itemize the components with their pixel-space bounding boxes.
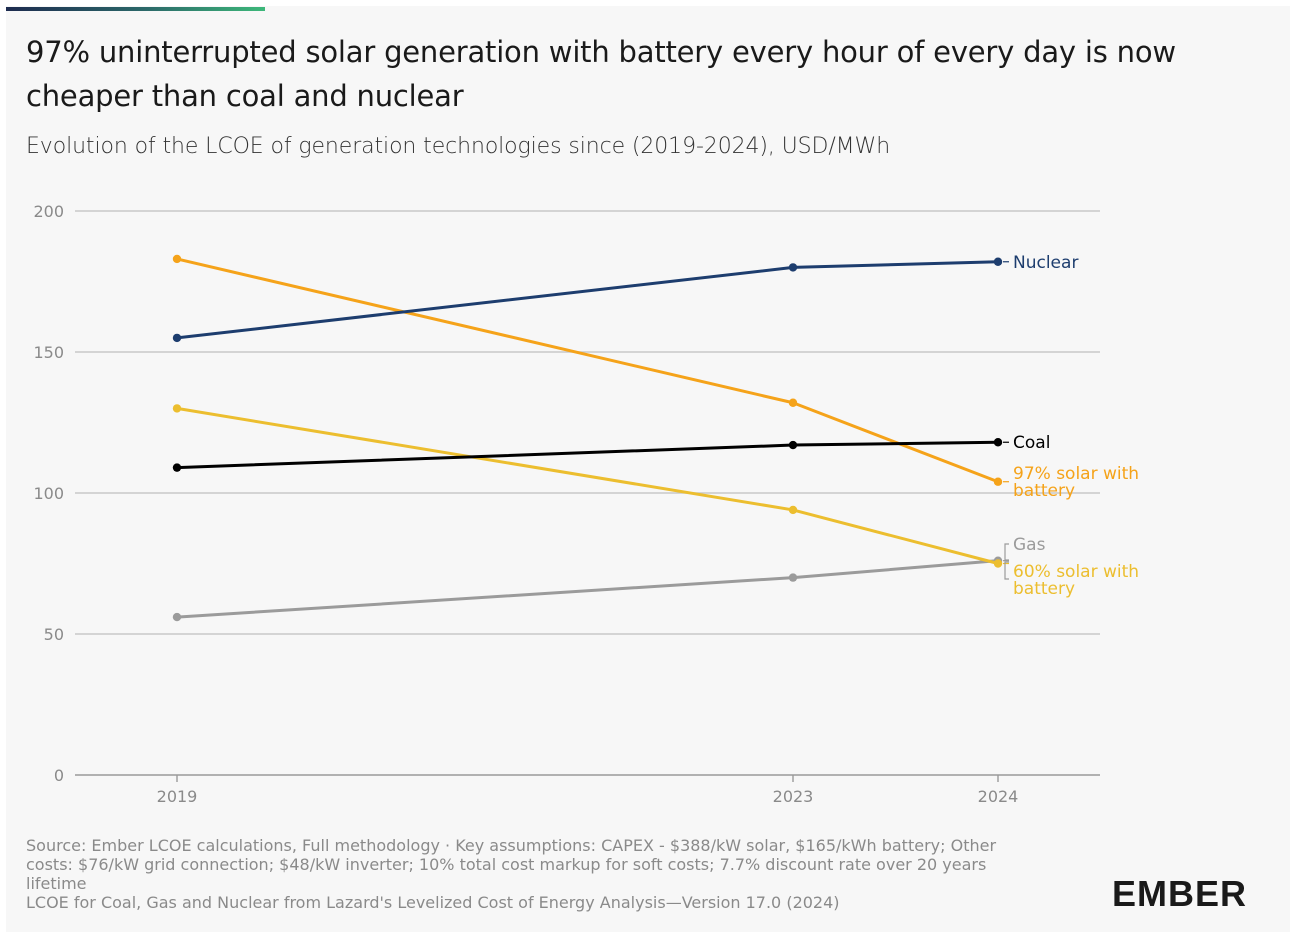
series-line-nuclear bbox=[175, 260, 1000, 340]
series-end-label: battery bbox=[1013, 579, 1075, 599]
y-tick-label: 150 bbox=[33, 343, 64, 362]
accent-bar bbox=[6, 7, 265, 11]
series-end-label: 60% solar with bbox=[1013, 562, 1139, 582]
data-point-97-solar-with-battery bbox=[788, 398, 798, 407]
series-end-label: 97% solar with bbox=[1013, 464, 1139, 484]
data-point-97-solar-with-battery bbox=[993, 477, 1003, 486]
data-point-coal bbox=[788, 440, 798, 450]
series-end-label: battery bbox=[1013, 481, 1075, 501]
data-point-coal bbox=[172, 463, 182, 472]
series-line-gas bbox=[175, 559, 1000, 619]
y-tick-label: 50 bbox=[44, 625, 64, 644]
series-line-coal bbox=[175, 440, 1000, 470]
chart-title: 97% uninterrupted solar generation with … bbox=[26, 35, 1176, 113]
ember-logo: EMBER bbox=[1112, 873, 1248, 914]
gas-bracket bbox=[1004, 543, 1009, 561]
y-tick-label: 0 bbox=[54, 766, 64, 785]
data-point-coal bbox=[993, 438, 1003, 447]
lazard-note: LCOE for Coal, Gas and Nuclear from Laza… bbox=[26, 893, 840, 912]
x-tick-label: 2024 bbox=[978, 787, 1019, 806]
y-tick-label: 100 bbox=[33, 484, 64, 503]
series-line-60-solar-with-battery bbox=[175, 406, 1000, 565]
source-note: Source: Ember LCOE calculations, Full me… bbox=[26, 836, 997, 893]
data-point-60-solar-with-battery bbox=[172, 404, 182, 413]
data-point-nuclear bbox=[788, 263, 798, 272]
data-point-gas bbox=[172, 612, 182, 622]
chart-subtitle: Evolution of the LCOE of generation tech… bbox=[26, 134, 891, 159]
data-point-nuclear bbox=[993, 257, 1003, 266]
chart-card bbox=[6, 6, 1290, 932]
x-tick-label: 2019 bbox=[157, 787, 198, 806]
data-point-60-solar-with-battery bbox=[993, 559, 1003, 568]
x-tick-label: 2023 bbox=[773, 787, 814, 806]
series-end-label: Gas bbox=[1013, 535, 1046, 555]
y-tick-label: 200 bbox=[33, 202, 64, 221]
data-point-gas bbox=[788, 573, 798, 582]
solar60-bracket bbox=[1004, 561, 1009, 580]
data-point-nuclear bbox=[172, 333, 182, 343]
series-end-label: Nuclear bbox=[1013, 253, 1078, 273]
chart-footer: Source: Ember LCOE calculations, Full me… bbox=[26, 836, 1036, 912]
data-point-60-solar-with-battery bbox=[788, 505, 798, 515]
data-point-97-solar-with-battery bbox=[172, 254, 182, 264]
series-end-label: Coal bbox=[1013, 433, 1050, 453]
